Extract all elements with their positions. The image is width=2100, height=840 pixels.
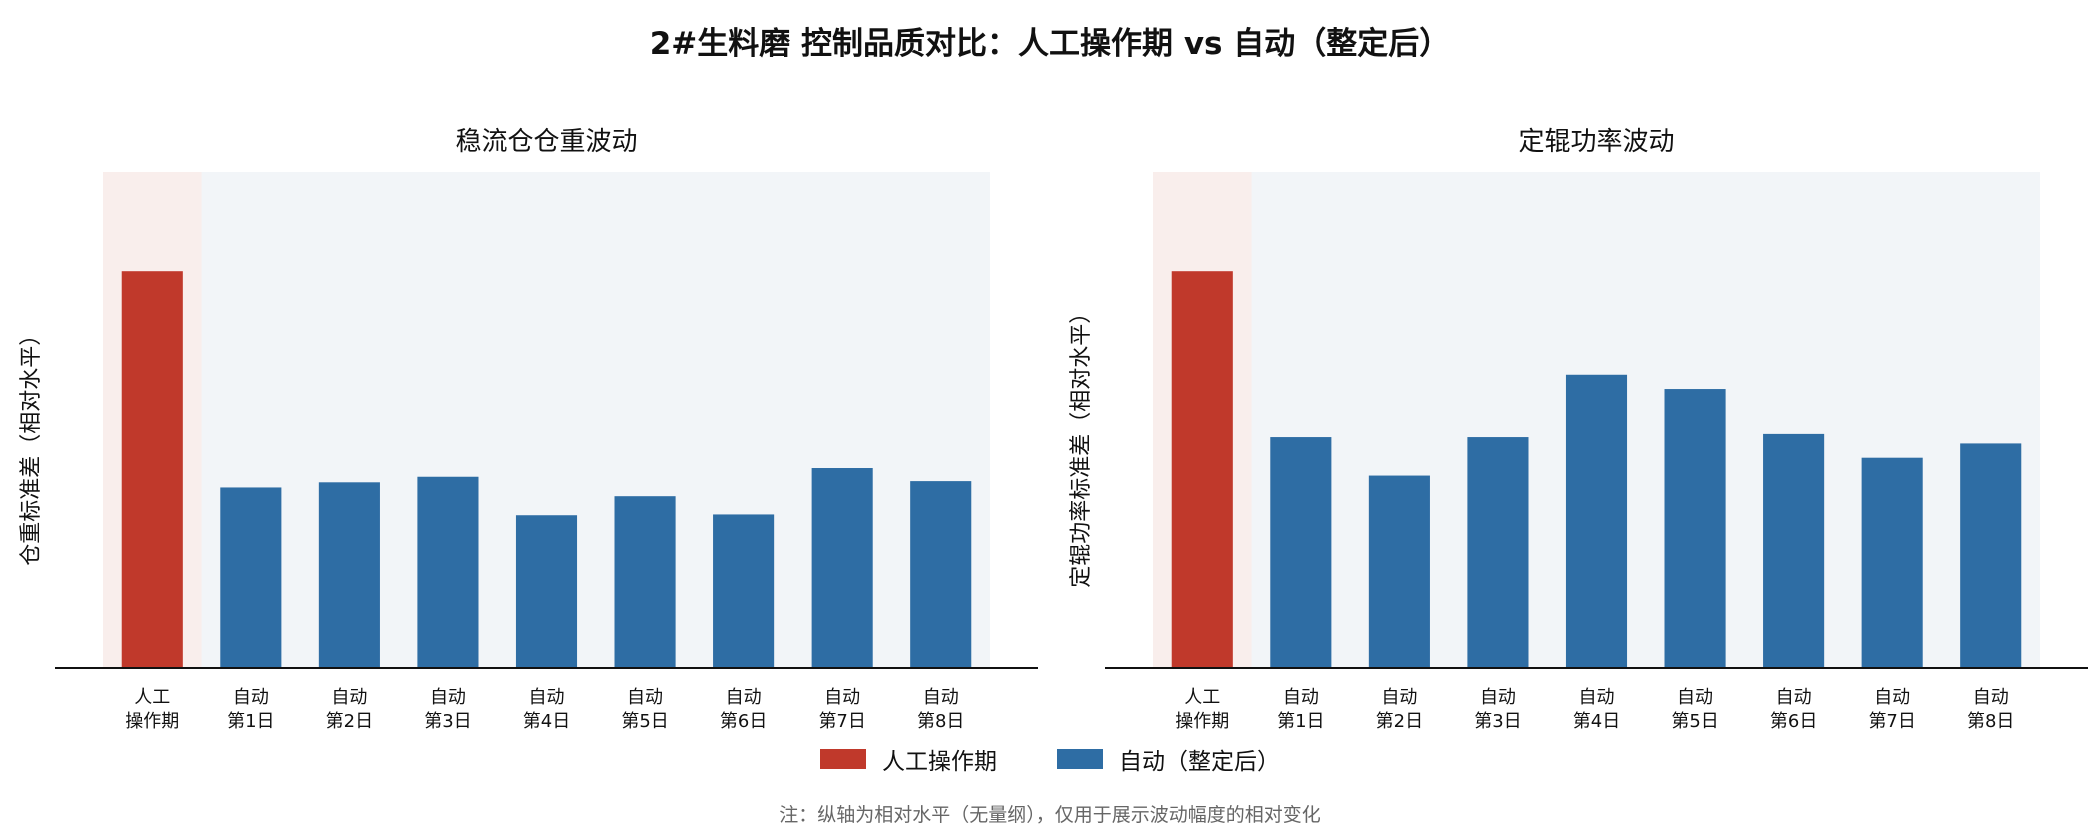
bar	[1270, 437, 1332, 668]
x-tick-label: 第2日	[1376, 711, 1423, 732]
x-tick-label: 操作期	[1175, 711, 1229, 732]
x-tick-label: 第5日	[621, 711, 668, 732]
x-tick-label: 自动	[726, 687, 762, 708]
x-tick-label: 自动	[1381, 687, 1417, 708]
x-tick-label: 第5日	[1671, 711, 1718, 732]
bar	[1763, 433, 1825, 668]
bar	[811, 468, 873, 668]
legend-label-auto: 自动（整定后）	[1119, 749, 1280, 775]
x-tick-label: 第1日	[1277, 711, 1324, 732]
bar	[318, 482, 380, 668]
legend-item-manual: 人工操作期	[820, 742, 997, 776]
x-tick-label: 操作期	[125, 711, 179, 732]
x-tick-label: 自动	[1776, 687, 1812, 708]
chart-title: 稳流仓仓重波动	[455, 127, 637, 157]
x-tick-label: 第7日	[1868, 711, 1915, 732]
legend: 人工操作期 自动（整定后）	[0, 742, 2100, 776]
x-tick-label: 第3日	[1474, 711, 1521, 732]
x-tick-label: 自动	[923, 687, 959, 708]
x-tick-label: 自动	[1677, 687, 1713, 708]
bar	[910, 481, 972, 668]
x-tick-label: 第1日	[227, 711, 274, 732]
y-axis-label: 仓重标准差（相对水平）	[19, 324, 44, 566]
x-tick-label: 自动	[1973, 687, 2009, 708]
bar	[614, 496, 676, 668]
bar	[1861, 457, 1923, 668]
bar	[1171, 271, 1233, 668]
x-tick-label: 自动	[824, 687, 860, 708]
main-title: 2#生料磨 控制品质对比：人工操作期 vs 自动（整定后）	[649, 26, 1451, 62]
x-tick-label: 自动	[233, 687, 269, 708]
x-tick-label: 自动	[1480, 687, 1516, 708]
bar	[1565, 374, 1628, 668]
x-tick-label: 自动	[627, 687, 663, 708]
x-tick-label: 自动	[1874, 687, 1910, 708]
x-tick-label: 自动	[1579, 687, 1615, 708]
footnote: 注：纵轴为相对水平（无量纲），仅用于展示波动幅度的相对变化	[779, 804, 1321, 826]
legend-swatch-manual	[820, 749, 866, 769]
bar	[121, 271, 183, 668]
bar	[515, 515, 578, 668]
legend-item-auto: 自动（整定后）	[1057, 742, 1280, 776]
x-tick-label: 自动	[430, 687, 466, 708]
x-tick-label: 自动	[1283, 687, 1319, 708]
x-tick-label: 自动	[331, 687, 367, 708]
bar	[1664, 389, 1726, 668]
bar	[1467, 437, 1529, 668]
bar	[713, 514, 775, 668]
x-tick-label: 第3日	[424, 711, 471, 732]
x-tick-label: 第4日	[523, 711, 570, 732]
x-tick-label: 第4日	[1573, 711, 1620, 732]
x-tick-label: 第8日	[917, 711, 964, 732]
bar	[417, 476, 479, 668]
x-tick-label: 自动	[529, 687, 565, 708]
x-tick-label: 人工	[134, 687, 170, 708]
y-axis-label: 定辊功率标准差（相对水平）	[1069, 302, 1094, 588]
chart-title: 定辊功率波动	[1518, 127, 1674, 157]
x-tick-label: 第6日	[1770, 711, 1817, 732]
x-tick-label: 第7日	[818, 711, 865, 732]
legend-swatch-auto	[1057, 749, 1103, 769]
x-tick-label: 第6日	[720, 711, 767, 732]
x-tick-label: 第2日	[326, 711, 373, 732]
x-tick-label: 第8日	[1967, 711, 2014, 732]
bar	[220, 487, 282, 668]
x-tick-label: 人工	[1184, 687, 1220, 708]
bar	[1368, 475, 1430, 668]
legend-label-manual: 人工操作期	[882, 749, 997, 775]
bar	[1960, 443, 2022, 668]
